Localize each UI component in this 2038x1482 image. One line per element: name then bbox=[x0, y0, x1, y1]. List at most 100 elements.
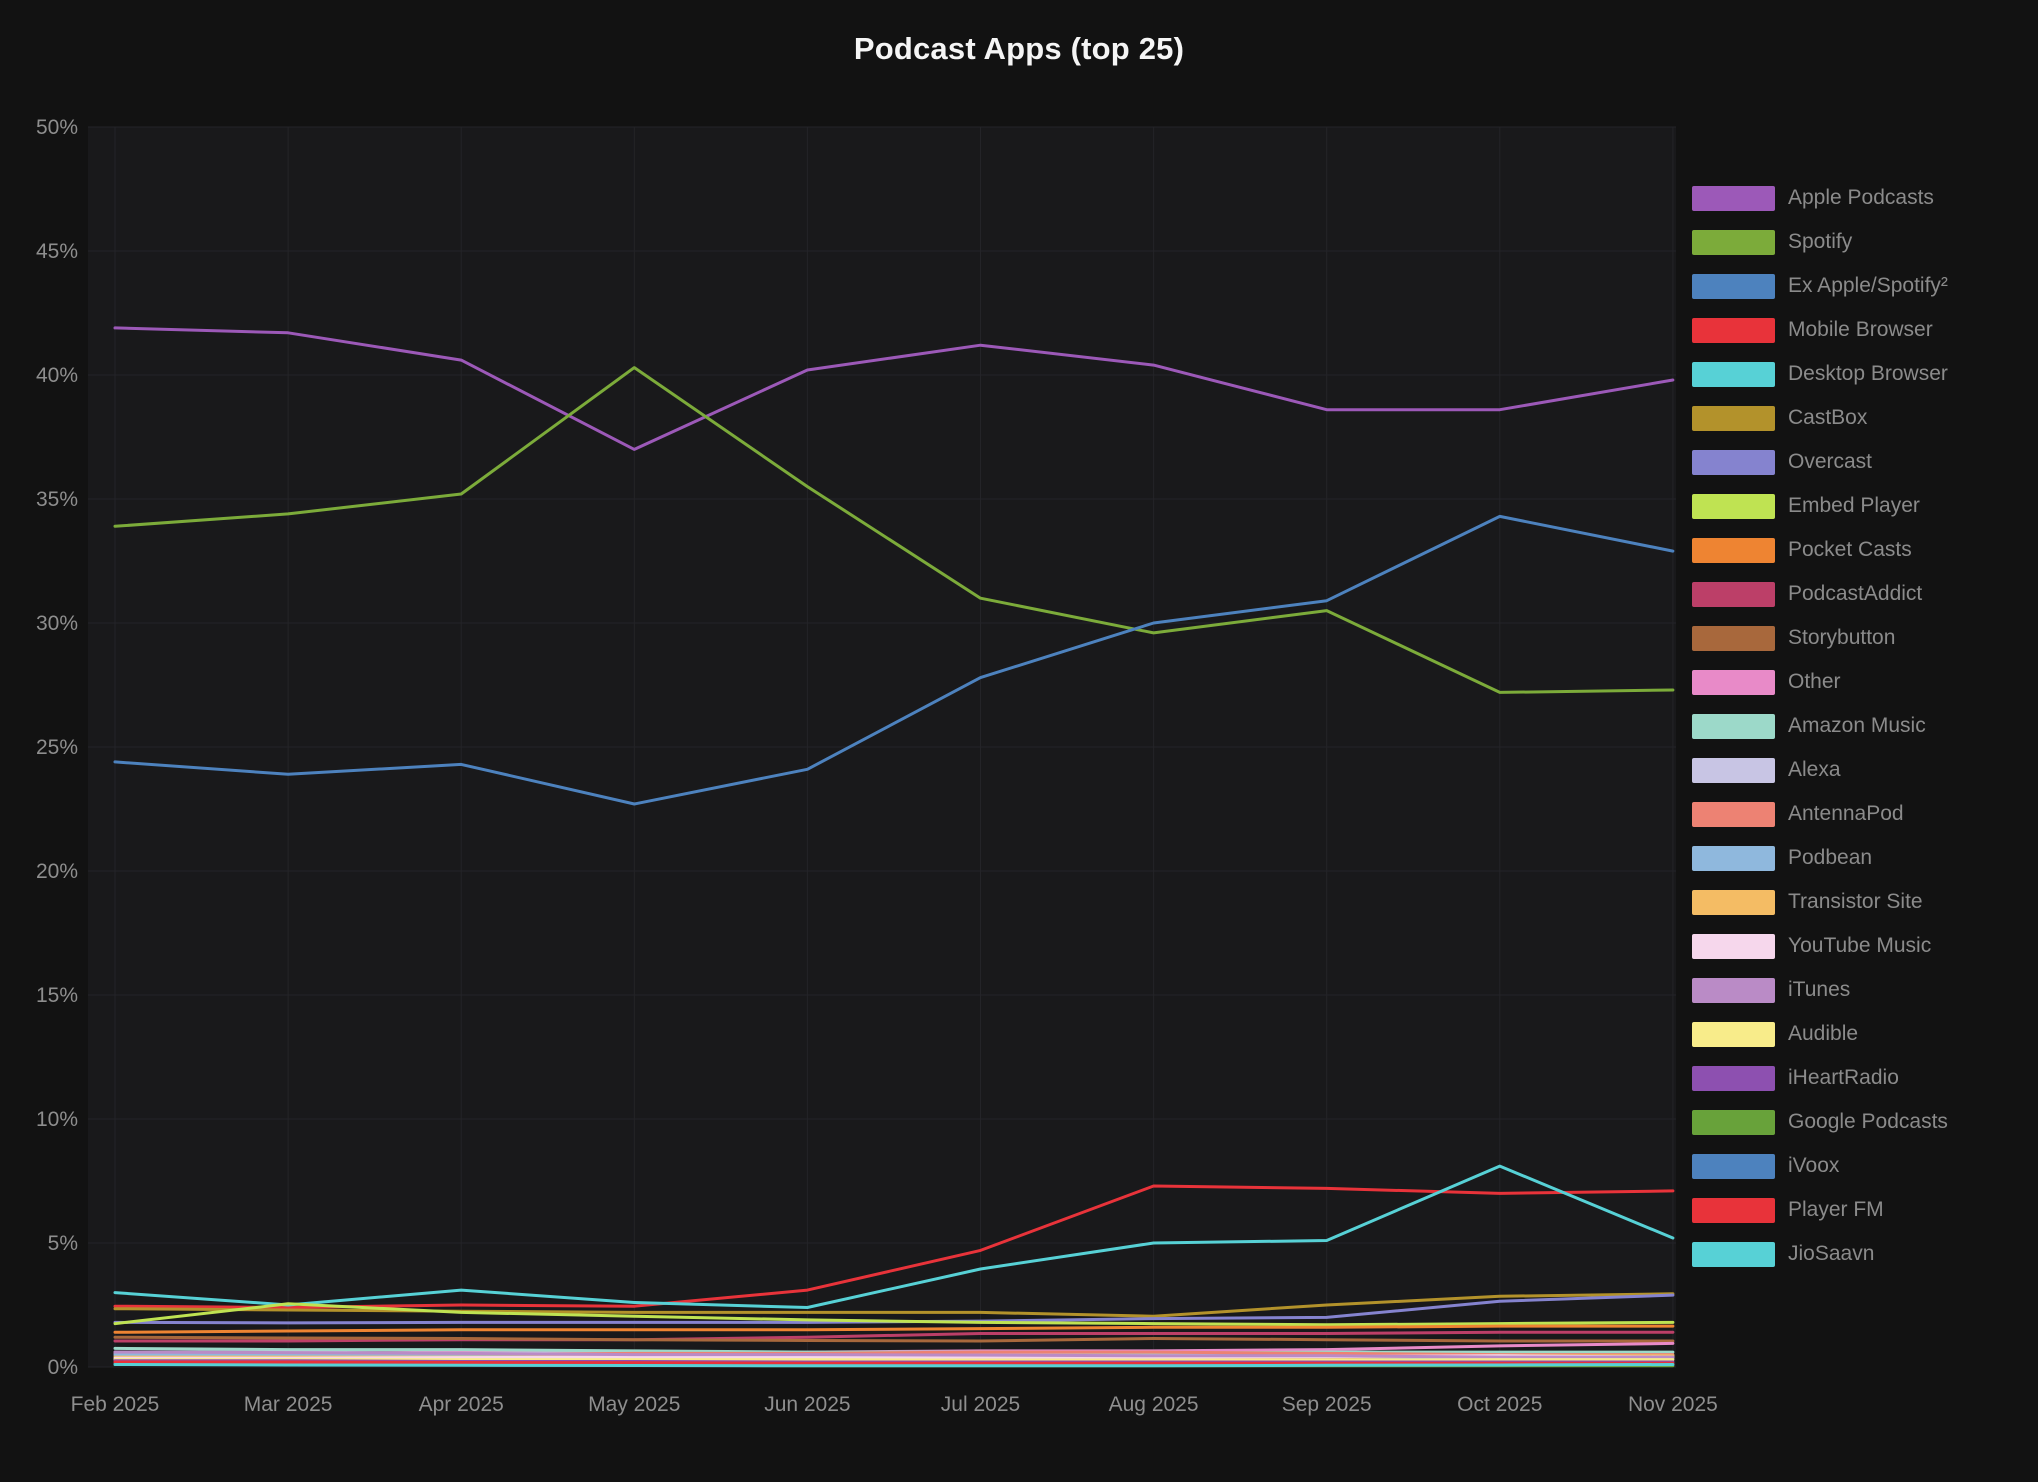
x-tick-label: Jun 2025 bbox=[764, 1393, 850, 1416]
legend-item[interactable]: iTunes bbox=[1692, 968, 1948, 1012]
legend-swatch bbox=[1692, 185, 1775, 211]
legend-swatch bbox=[1692, 625, 1775, 651]
series-line-player-fm bbox=[113, 1360, 1675, 1365]
legend-swatch bbox=[1692, 317, 1775, 343]
series-line-ex-apple-spotify- bbox=[113, 514, 1675, 806]
series-line-audible bbox=[113, 1358, 1675, 1362]
legend-item[interactable]: Overcast bbox=[1692, 440, 1948, 484]
series-line-jiosaavn bbox=[113, 1363, 1675, 1368]
legend-label: Google Podcasts bbox=[1788, 1110, 1948, 1133]
legend-swatch bbox=[1692, 581, 1775, 607]
x-tick-label: Feb 2025 bbox=[71, 1393, 160, 1416]
legend-label: Other bbox=[1788, 670, 1841, 693]
legend-label: YouTube Music bbox=[1788, 934, 1932, 957]
x-tick-label: Aug 2025 bbox=[1109, 1393, 1199, 1416]
legend-item[interactable]: Google Podcasts bbox=[1692, 1100, 1948, 1144]
legend-label: Overcast bbox=[1788, 450, 1873, 473]
legend-swatch bbox=[1692, 405, 1775, 431]
legend-item[interactable]: YouTube Music bbox=[1692, 924, 1948, 968]
legend-label: Desktop Browser bbox=[1788, 362, 1948, 385]
legend-item[interactable]: iHeartRadio bbox=[1692, 1056, 1948, 1100]
legend-swatch bbox=[1692, 1197, 1775, 1223]
legend-swatch bbox=[1692, 1241, 1775, 1267]
legend-swatch bbox=[1692, 713, 1775, 739]
legend-item[interactable]: Player FM bbox=[1692, 1188, 1948, 1232]
x-tick-label: Jul 2025 bbox=[941, 1393, 1020, 1416]
legend-item[interactable]: JioSaavn bbox=[1692, 1232, 1948, 1276]
y-tick-label: 30% bbox=[36, 612, 78, 635]
y-tick-label: 5% bbox=[48, 1232, 78, 1255]
legend-swatch bbox=[1692, 1021, 1775, 1047]
legend-label: Audible bbox=[1788, 1022, 1859, 1045]
legend-item[interactable]: Podbean bbox=[1692, 836, 1948, 880]
legend-swatch bbox=[1692, 273, 1775, 299]
legend-swatch bbox=[1692, 361, 1775, 387]
legend-swatch bbox=[1692, 889, 1775, 915]
legend-item[interactable]: Pocket Casts bbox=[1692, 528, 1948, 572]
legend-label: Spotify bbox=[1788, 230, 1853, 253]
legend-item[interactable]: Ex Apple/Spotify² bbox=[1692, 264, 1948, 308]
legend-swatch bbox=[1692, 977, 1775, 1003]
legend-swatch bbox=[1692, 493, 1775, 519]
legend-item[interactable]: Mobile Browser bbox=[1692, 308, 1948, 352]
legend-swatch bbox=[1692, 757, 1775, 783]
legend-label: Mobile Browser bbox=[1788, 318, 1933, 341]
legend-label: CastBox bbox=[1788, 406, 1868, 429]
y-tick-label: 40% bbox=[36, 364, 78, 387]
legend-item[interactable]: Spotify bbox=[1692, 220, 1948, 264]
legend-item[interactable]: Embed Player bbox=[1692, 484, 1948, 528]
legend-swatch bbox=[1692, 845, 1775, 871]
legend-item[interactable]: Storybutton bbox=[1692, 616, 1948, 660]
legend-item[interactable]: CastBox bbox=[1692, 396, 1948, 440]
legend-item[interactable]: PodcastAddict bbox=[1692, 572, 1948, 616]
legend-label: Ex Apple/Spotify² bbox=[1788, 274, 1948, 297]
legend-swatch bbox=[1692, 537, 1775, 563]
series-line-storybutton bbox=[113, 1335, 1675, 1343]
y-tick-label: 45% bbox=[36, 240, 78, 263]
legend-swatch bbox=[1692, 229, 1775, 255]
legend-item[interactable]: Transistor Site bbox=[1692, 880, 1948, 924]
x-tick-label: Sep 2025 bbox=[1282, 1393, 1372, 1416]
legend-label: Alexa bbox=[1788, 758, 1841, 781]
series-line-desktop-browser bbox=[113, 1164, 1675, 1309]
legend-label: iHeartRadio bbox=[1788, 1066, 1899, 1089]
x-tick-label: Mar 2025 bbox=[244, 1393, 333, 1416]
legend-item[interactable]: Other bbox=[1692, 660, 1948, 704]
legend-label: AntennaPod bbox=[1788, 802, 1904, 825]
legend-label: Amazon Music bbox=[1788, 714, 1926, 737]
chart-title: Podcast Apps (top 25) bbox=[853, 31, 1185, 66]
series-line-pocket-casts bbox=[113, 1324, 1675, 1334]
series-line-spotify bbox=[113, 366, 1675, 694]
x-tick-label: Nov 2025 bbox=[1628, 1393, 1718, 1416]
legend-item[interactable]: iVoox bbox=[1692, 1144, 1948, 1188]
legend-label: iVoox bbox=[1788, 1154, 1840, 1177]
y-tick-label: 0% bbox=[48, 1356, 78, 1379]
legend-item[interactable]: Apple Podcasts bbox=[1692, 176, 1948, 220]
legend-swatch bbox=[1692, 801, 1775, 827]
legend-item[interactable]: Desktop Browser bbox=[1692, 352, 1948, 396]
y-tick-label: 35% bbox=[36, 488, 78, 511]
legend-label: Apple Podcasts bbox=[1788, 186, 1934, 209]
legend-label: iTunes bbox=[1788, 978, 1851, 1001]
legend: Apple Podcasts Spotify Ex Apple/Spotify² Mo… bbox=[1692, 176, 1948, 1276]
y-tick-label: 10% bbox=[36, 1108, 78, 1131]
legend-item[interactable]: Audible bbox=[1692, 1012, 1948, 1056]
legend-swatch bbox=[1692, 933, 1775, 959]
legend-label: Pocket Casts bbox=[1788, 538, 1912, 561]
legend-swatch bbox=[1692, 1153, 1775, 1179]
x-tick-label: Apr 2025 bbox=[419, 1393, 504, 1416]
legend-label: Player FM bbox=[1788, 1198, 1884, 1221]
y-tick-label: 15% bbox=[36, 984, 78, 1007]
series-line-podcastaddict bbox=[113, 1330, 1675, 1343]
legend-item[interactable]: Alexa bbox=[1692, 748, 1948, 792]
series-line-itunes bbox=[113, 1350, 1675, 1359]
x-tick-label: May 2025 bbox=[588, 1393, 680, 1416]
legend-label: Storybutton bbox=[1788, 626, 1896, 649]
legend-item[interactable]: AntennaPod bbox=[1692, 792, 1948, 836]
series-line-mobile-browser bbox=[113, 1184, 1675, 1309]
series-line-apple-podcasts bbox=[113, 326, 1675, 451]
legend-item[interactable]: Amazon Music bbox=[1692, 704, 1948, 748]
y-tick-label: 20% bbox=[36, 860, 78, 883]
